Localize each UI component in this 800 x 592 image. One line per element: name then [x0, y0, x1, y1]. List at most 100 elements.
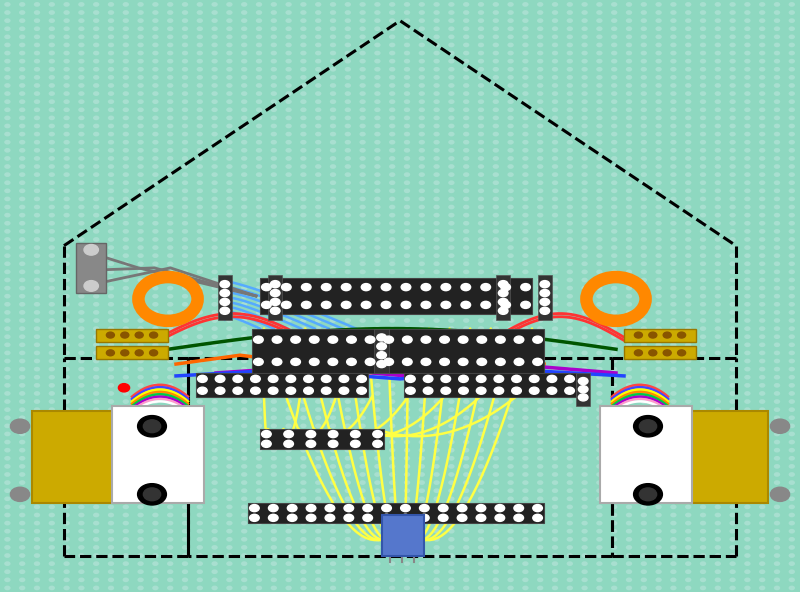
Circle shape: [507, 391, 514, 396]
Circle shape: [522, 221, 529, 226]
Circle shape: [300, 245, 306, 250]
Circle shape: [670, 497, 677, 501]
Circle shape: [270, 350, 277, 355]
Circle shape: [49, 334, 55, 339]
Circle shape: [4, 350, 10, 355]
Circle shape: [611, 375, 618, 379]
Circle shape: [345, 107, 351, 112]
Circle shape: [241, 115, 247, 120]
Circle shape: [389, 278, 395, 282]
Circle shape: [78, 488, 85, 493]
Circle shape: [404, 497, 410, 501]
Circle shape: [774, 294, 780, 298]
Circle shape: [197, 399, 203, 404]
Circle shape: [382, 514, 391, 522]
Circle shape: [655, 83, 662, 88]
Circle shape: [122, 416, 129, 420]
Circle shape: [774, 188, 780, 193]
Circle shape: [714, 294, 721, 298]
Circle shape: [493, 205, 499, 210]
Circle shape: [211, 294, 218, 298]
Circle shape: [93, 545, 99, 550]
Circle shape: [63, 302, 70, 307]
Circle shape: [730, 537, 736, 542]
Circle shape: [182, 229, 188, 234]
Circle shape: [730, 124, 736, 128]
Circle shape: [93, 132, 99, 137]
Circle shape: [566, 140, 573, 144]
Circle shape: [138, 269, 144, 274]
Circle shape: [49, 34, 55, 39]
Circle shape: [774, 91, 780, 96]
Circle shape: [626, 148, 632, 153]
Circle shape: [566, 529, 573, 533]
Circle shape: [463, 83, 470, 88]
Circle shape: [241, 91, 247, 96]
Circle shape: [774, 205, 780, 210]
Circle shape: [78, 253, 85, 258]
Circle shape: [374, 245, 381, 250]
Circle shape: [93, 359, 99, 363]
Circle shape: [270, 83, 277, 88]
Circle shape: [626, 75, 632, 80]
Circle shape: [418, 399, 425, 404]
Circle shape: [152, 440, 158, 445]
Circle shape: [19, 107, 26, 112]
Circle shape: [93, 472, 99, 477]
Circle shape: [759, 34, 766, 39]
Circle shape: [596, 172, 602, 177]
Circle shape: [566, 570, 573, 574]
Circle shape: [359, 140, 366, 144]
Circle shape: [418, 197, 425, 201]
Circle shape: [93, 577, 99, 582]
Circle shape: [774, 34, 780, 39]
Circle shape: [404, 172, 410, 177]
Circle shape: [270, 18, 277, 23]
Circle shape: [122, 529, 129, 533]
Circle shape: [167, 2, 174, 7]
Circle shape: [328, 358, 338, 365]
Circle shape: [759, 497, 766, 501]
Circle shape: [135, 332, 143, 338]
Circle shape: [552, 350, 558, 355]
Circle shape: [19, 334, 26, 339]
Circle shape: [774, 383, 780, 388]
Circle shape: [744, 407, 750, 412]
Circle shape: [670, 570, 677, 574]
Circle shape: [493, 18, 499, 23]
Circle shape: [49, 448, 55, 452]
Circle shape: [611, 585, 618, 590]
Circle shape: [463, 407, 470, 412]
Circle shape: [759, 91, 766, 96]
Circle shape: [714, 253, 721, 258]
Circle shape: [685, 367, 691, 372]
Circle shape: [4, 2, 10, 7]
Circle shape: [300, 253, 306, 258]
Circle shape: [641, 334, 647, 339]
Circle shape: [315, 197, 322, 201]
Circle shape: [552, 545, 558, 550]
Circle shape: [93, 140, 99, 144]
Circle shape: [4, 83, 10, 88]
Circle shape: [256, 318, 262, 323]
Circle shape: [611, 148, 618, 153]
Circle shape: [345, 221, 351, 226]
Circle shape: [641, 262, 647, 266]
Circle shape: [685, 245, 691, 250]
Circle shape: [774, 67, 780, 72]
Circle shape: [611, 10, 618, 15]
Circle shape: [596, 488, 602, 493]
Circle shape: [34, 334, 40, 339]
Circle shape: [789, 448, 795, 452]
Circle shape: [345, 375, 351, 379]
Circle shape: [537, 148, 543, 153]
Circle shape: [272, 358, 282, 365]
Circle shape: [359, 34, 366, 39]
Circle shape: [345, 350, 351, 355]
Circle shape: [566, 585, 573, 590]
Circle shape: [670, 43, 677, 47]
Circle shape: [404, 350, 410, 355]
Circle shape: [330, 537, 336, 542]
Circle shape: [63, 294, 70, 298]
Circle shape: [152, 34, 158, 39]
